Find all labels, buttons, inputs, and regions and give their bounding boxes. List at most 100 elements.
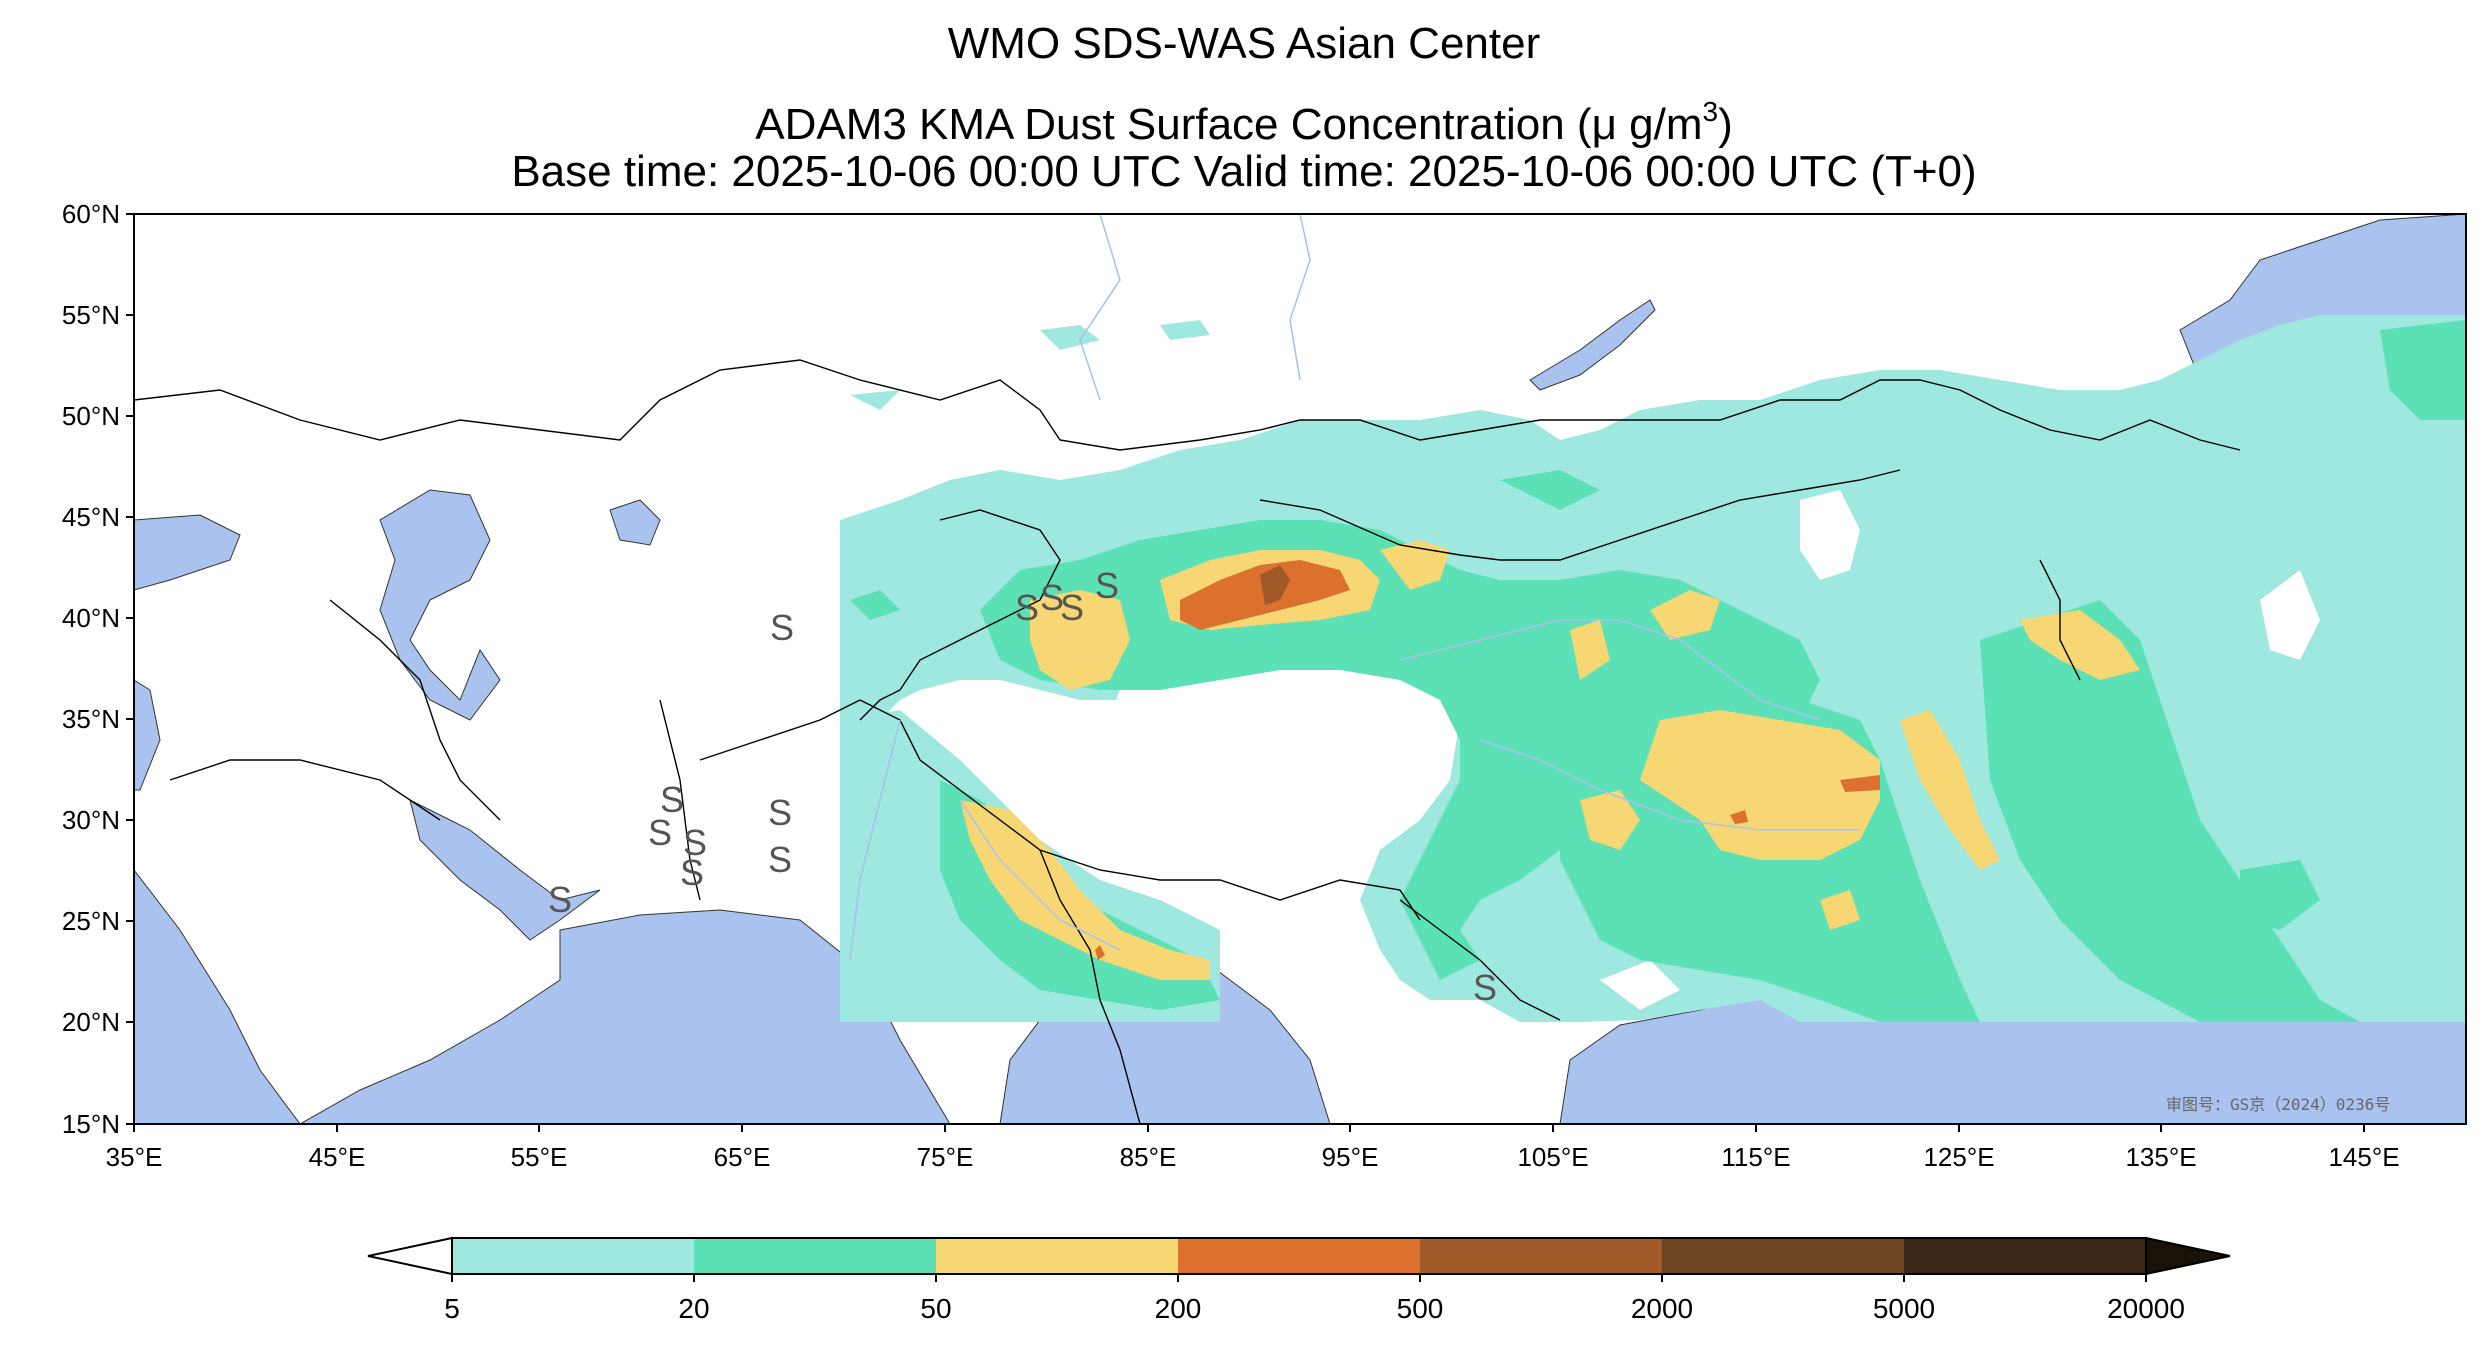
lon-tick-label: 75°E bbox=[917, 1142, 974, 1172]
dust-symbol: S bbox=[648, 812, 672, 853]
dust-region-medium-far-east bbox=[2380, 320, 2466, 420]
colorbar: 5 20 50 200 500 2000 5000 20000 bbox=[367, 1236, 2231, 1324]
title-prefix: ADAM3 KMA Dust Surface Concentration ( bbox=[755, 100, 1592, 149]
colorbar-segment bbox=[1662, 1238, 1905, 1274]
dust-region-medium-korea-pacific bbox=[1980, 600, 2360, 1022]
lon-tick-label: 145°E bbox=[2328, 1142, 2399, 1172]
map-frame bbox=[133, 213, 2467, 1125]
river-ganges bbox=[959, 799, 1121, 951]
colorbar-tick-label: 500 bbox=[1397, 1293, 1444, 1324]
title-unit: μ g/m bbox=[1591, 100, 1703, 149]
lat-tick-label: 45°N bbox=[62, 502, 120, 532]
colorbar-tick-label: 5 bbox=[444, 1293, 460, 1324]
india-border bbox=[1039, 849, 1141, 1124]
colorbar-frame bbox=[451, 1237, 2147, 1275]
mongolia-china-border bbox=[1259, 469, 1901, 561]
colorbar-tick-label: 5000 bbox=[1873, 1293, 1935, 1324]
colorbar-tick-label: 2000 bbox=[1631, 1293, 1693, 1324]
colorbar-extend-max bbox=[2145, 1236, 2231, 1276]
dust-500-2000 bbox=[1260, 565, 1290, 605]
lat-tick-label: 60°N bbox=[62, 199, 120, 229]
dust-spot-very-high-3 bbox=[1095, 945, 1105, 960]
colorbar-segment bbox=[452, 1238, 695, 1274]
lat-tick-label: 50°N bbox=[62, 401, 120, 431]
arabian-sea bbox=[298, 909, 951, 1124]
dust-spot-light-1 bbox=[850, 390, 900, 410]
red-sea bbox=[134, 869, 301, 1124]
lon-tick-label: 95°E bbox=[1322, 1142, 1379, 1172]
dust-region-high-korea bbox=[2020, 610, 2140, 680]
river-yangtze bbox=[1479, 739, 1860, 831]
lon-tick-label: 115°E bbox=[1721, 1142, 1790, 1172]
dust-spot-high-3 bbox=[1820, 890, 1860, 930]
river-yenisei bbox=[1289, 214, 1311, 381]
dust-region-high-central-china bbox=[1640, 710, 1880, 860]
dust-spot-high-1 bbox=[1570, 620, 1610, 680]
lat-tick-label: 40°N bbox=[62, 603, 120, 633]
korea-border bbox=[2039, 559, 2081, 681]
dust-region-high-east bbox=[1900, 710, 2000, 870]
dust-symbol: S bbox=[770, 607, 794, 648]
colorbar-segment bbox=[936, 1238, 1179, 1274]
lon-axis: 35°E 45°E 55°E 65°E 75°E 85°E 95°E 105°E… bbox=[106, 1124, 2400, 1172]
river-ob bbox=[1079, 214, 1121, 401]
colorbar-tick-label: 50 bbox=[920, 1293, 951, 1324]
lon-tick-label: 125°E bbox=[1923, 1142, 1994, 1172]
dust-50-200 bbox=[960, 540, 2140, 980]
caspian-sea bbox=[379, 489, 501, 721]
southeast-asia-border bbox=[1399, 899, 1561, 1021]
title-unit-sup: 3 bbox=[1702, 96, 1719, 127]
lat-tick-label: 30°N bbox=[62, 805, 120, 835]
tibet-low-area bbox=[1100, 650, 1460, 860]
dust-spot-medium-1 bbox=[2240, 860, 2320, 930]
lat-tick-label: 55°N bbox=[62, 300, 120, 330]
title-line-1: WMO SDS-WAS Asian Center bbox=[947, 19, 1541, 68]
river-yellow bbox=[1399, 619, 1821, 721]
colorbar-segment bbox=[1904, 1238, 2147, 1274]
dust-symbol: S bbox=[768, 792, 792, 833]
dust-symbol: S bbox=[1015, 587, 1039, 628]
dust-symbol: S bbox=[1095, 565, 1119, 606]
title-suffix: ) bbox=[1718, 100, 1733, 149]
lat-axis: 60°N 55°N 50°N 45°N 40°N 35°N 30°N 25°N … bbox=[62, 199, 134, 1139]
colorbar-segment bbox=[1420, 1238, 1663, 1274]
lake-baikal bbox=[1529, 299, 1656, 391]
colorbar-segment bbox=[1178, 1238, 1421, 1274]
lon-tick-label: 105°E bbox=[1517, 1142, 1588, 1172]
dust-region-extreme bbox=[1260, 565, 1290, 605]
lat-tick-label: 20°N bbox=[62, 1007, 120, 1037]
colorbar-tick-label: 20000 bbox=[2107, 1293, 2185, 1324]
title-line-2: ADAM3 KMA Dust Surface Concentration (μ … bbox=[0, 86, 2488, 151]
country-borders bbox=[134, 359, 2241, 1124]
dust-region-high-gansu bbox=[1380, 540, 1450, 590]
arabia-border bbox=[169, 759, 441, 821]
ocean-low-area bbox=[2260, 570, 2320, 660]
map-area: S S S S S S S S S S S S S 审图号：GS京（2024）0… bbox=[134, 214, 2466, 1124]
dust-spot-very-high-1 bbox=[1840, 775, 1880, 792]
dust-storm-symbols: S S S S S S S S S S S S S bbox=[548, 565, 1497, 1008]
dust-symbol: S bbox=[1473, 967, 1497, 1008]
lon-tick-label: 55°E bbox=[511, 1142, 568, 1172]
dust-holes bbox=[1100, 490, 2320, 1010]
colorbar-extend-min bbox=[367, 1236, 453, 1276]
lon-tick-label: 65°E bbox=[714, 1142, 771, 1172]
central-asia-border bbox=[859, 509, 1061, 721]
south-low-area bbox=[1600, 960, 1680, 1010]
persian-gulf bbox=[409, 799, 601, 941]
himalaya-border bbox=[859, 699, 1421, 921]
dust-spot-high-2 bbox=[1580, 790, 1640, 850]
russia-southern-border bbox=[134, 359, 2241, 451]
lat-tick-label: 15°N bbox=[62, 1109, 120, 1139]
colorbar-segment bbox=[694, 1238, 937, 1274]
lon-tick-label: 85°E bbox=[1120, 1142, 1177, 1172]
dust-symbol: S bbox=[768, 839, 792, 880]
dust-symbol: S bbox=[680, 852, 704, 893]
dust-symbol: S bbox=[548, 879, 572, 920]
dust-region-medium-north bbox=[980, 520, 1820, 980]
dust-symbol: S bbox=[1040, 577, 1064, 618]
dust-spot-light-3 bbox=[1160, 320, 1210, 340]
aral-sea bbox=[609, 499, 661, 546]
dust-symbol: S bbox=[660, 779, 684, 820]
iran-pakistan-border bbox=[659, 699, 701, 901]
lat-tick-label: 25°N bbox=[62, 906, 120, 936]
